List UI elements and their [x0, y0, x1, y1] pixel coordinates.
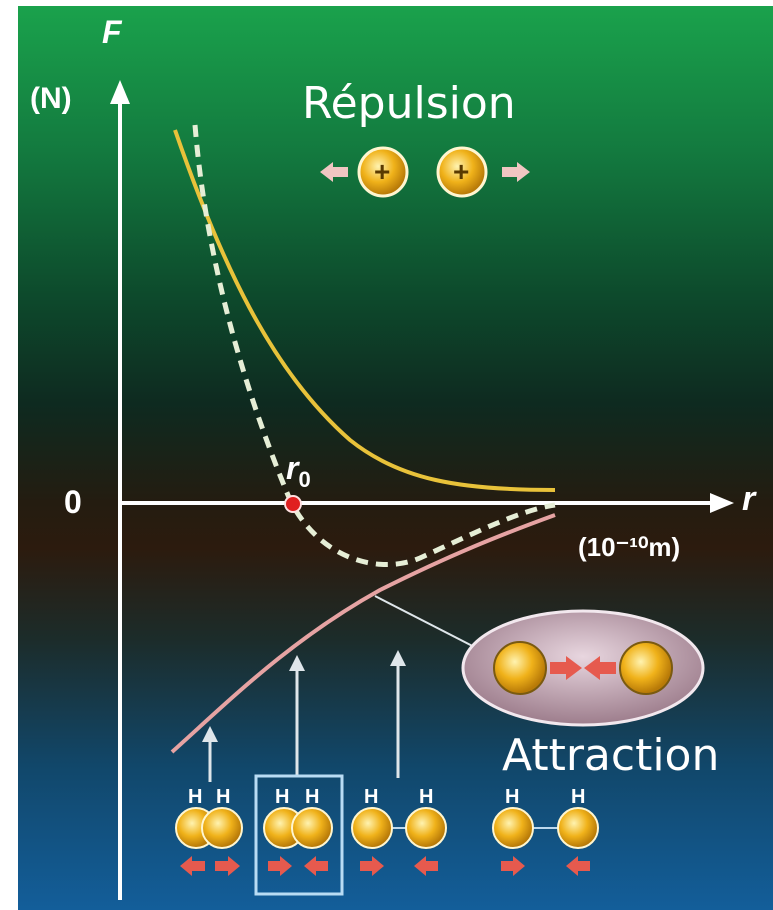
force-arrow-icon: [584, 656, 616, 680]
hydrogen-label: H: [505, 786, 520, 808]
hydrogen-label: H: [188, 786, 203, 808]
proton-icon: [619, 641, 673, 695]
equilibrium-distance-label: r0: [286, 450, 311, 492]
equilibrium-distance-r: r: [286, 450, 299, 486]
force-arrow-icon: [414, 856, 438, 876]
proton-plus-sign: +: [453, 156, 470, 187]
proton-icon: [493, 641, 547, 695]
hydrogen-label: H: [364, 786, 379, 808]
force-arrow-icon: [268, 856, 292, 876]
force-arrow-icon: [180, 856, 205, 876]
repulsion-curve: [173, 129, 556, 492]
hydrogen-label: H: [275, 786, 290, 808]
position-arrows: [202, 650, 406, 782]
equilibrium-distance-subscript: 0: [298, 467, 311, 492]
distance-axis-arrow-icon: [710, 493, 734, 513]
force-axis-unit: (N): [30, 82, 72, 115]
hydrogen-pair-4: [492, 807, 599, 876]
net-force-curve: [192, 124, 556, 567]
distance-axis: [120, 493, 734, 513]
hydrogen-pair-3: [351, 807, 447, 876]
hydrogen-pair-1: [175, 807, 243, 876]
hydrogen-label: H: [216, 786, 231, 808]
attraction-illustration: [461, 609, 705, 727]
hydrogen-atom-icon: [492, 807, 534, 849]
distance-axis-unit: (10⁻¹⁰m): [578, 532, 681, 562]
hydrogen-atom-icon: [557, 807, 599, 849]
force-arrow-icon: [304, 856, 328, 876]
hydrogen-label: H: [419, 786, 434, 808]
equilibrium-selection-box: [254, 774, 344, 896]
proton-icon: [436, 146, 488, 198]
hydrogen-pair-2: [263, 807, 333, 876]
hydrogen-atom-icon: [201, 807, 243, 849]
force-arrow-icon: [566, 856, 590, 876]
up-arrow-icon: [289, 655, 305, 671]
origin-label: 0: [64, 484, 82, 520]
force-arrow-icon: [215, 856, 240, 876]
hydrogen-label: H: [571, 786, 586, 808]
proton-icon: [357, 146, 409, 198]
attraction-capsule: [461, 609, 705, 727]
hydrogen-atom-icon: [405, 807, 447, 849]
hydrogen-atom-icon: [291, 807, 333, 849]
hydrogen-label: H: [305, 786, 320, 808]
force-axis-label: F: [102, 14, 122, 50]
attraction-pointer-line: [374, 595, 491, 656]
force-axis-arrow-icon: [110, 80, 130, 104]
proton-plus-sign: +: [374, 156, 391, 187]
attraction-label: Attraction: [502, 730, 720, 781]
distance-axis-label: r: [742, 480, 756, 518]
force-arrow-icon: [550, 656, 582, 680]
force-arrow-icon: [502, 162, 530, 182]
force-axis: [110, 80, 130, 900]
repulsion-label: Répulsion: [302, 78, 516, 129]
attraction-curve: [170, 513, 556, 754]
up-arrow-icon: [202, 726, 218, 742]
equilibrium-point: [284, 495, 302, 513]
force-arrow-icon: [320, 162, 348, 182]
up-arrow-icon: [390, 650, 406, 666]
repulsion-illustration: [320, 146, 530, 198]
force-arrow-icon: [360, 856, 384, 876]
force-arrow-icon: [501, 856, 525, 876]
hydrogen-atom-icon: [351, 807, 393, 849]
